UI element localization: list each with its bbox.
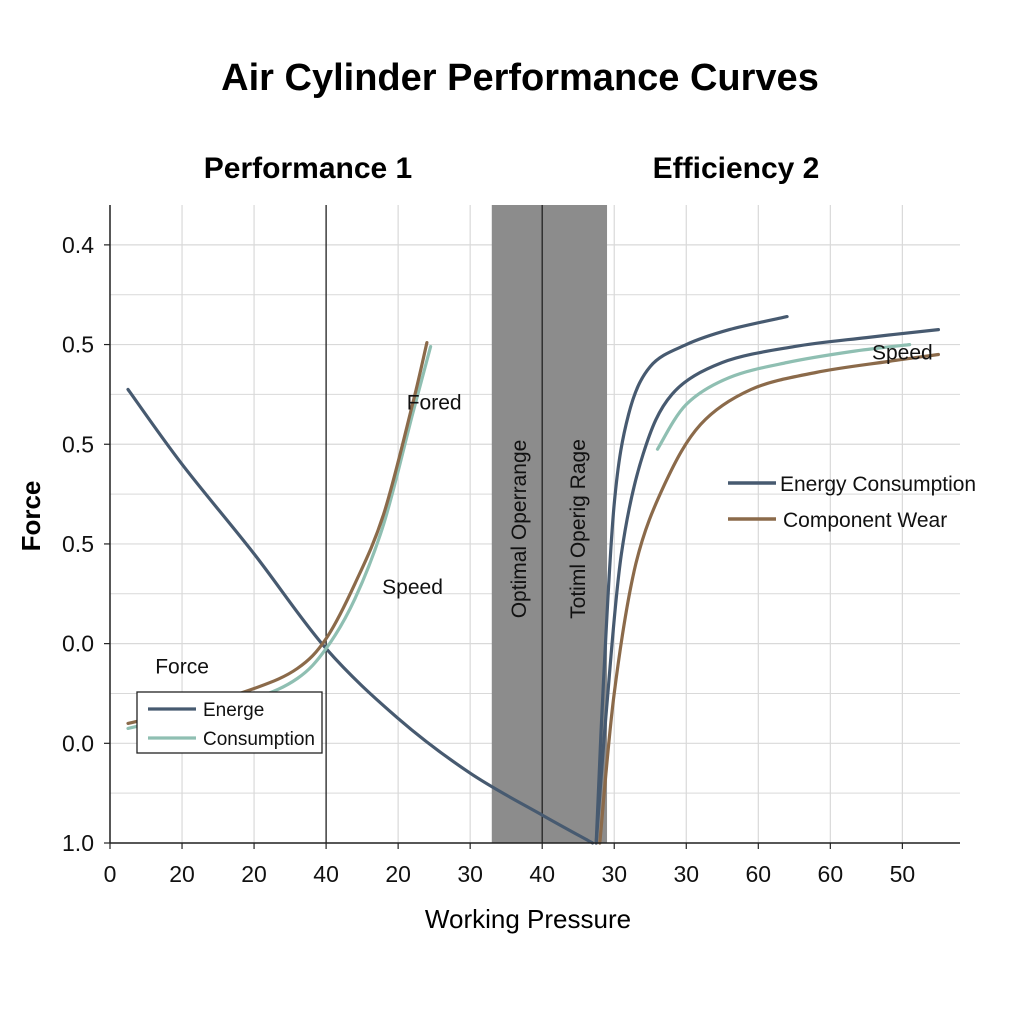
band-rect	[491, 205, 608, 843]
x-tick-label: 40	[313, 861, 339, 887]
legend-box	[136, 691, 323, 754]
x-tick-label: 20	[169, 861, 195, 887]
legend-label: Consumption	[203, 729, 315, 750]
axes	[109, 205, 960, 844]
legend-middle-right: Energy Consumption Component Wear	[728, 473, 976, 532]
legend-bottom-left: Energe Consumption	[136, 691, 323, 754]
annotations: Fored Speed Force Speed	[155, 342, 933, 679]
x-tick-label: 30	[673, 861, 699, 887]
annotation-label: Speed	[872, 342, 933, 365]
series-line-6	[598, 352, 940, 845]
legend-label: Energy Consumption	[780, 473, 976, 496]
x-ticks: 0 20 20 40 20 30 40 30 30 60 60 50	[104, 843, 916, 887]
series-line-4	[594, 328, 940, 845]
x-tick-label: 30	[457, 861, 483, 887]
series-line-0	[126, 387, 595, 845]
x-tick-label: 50	[890, 861, 916, 887]
x-tick-label: 0	[104, 861, 117, 887]
x-tick-label: 30	[601, 861, 627, 887]
y-tick-label: 1.0	[62, 830, 94, 856]
series-line-3	[594, 315, 789, 845]
y-tick-label: 0.0	[62, 631, 94, 657]
series-line-5	[655, 343, 912, 451]
y-ticks: 0.4 0.5 0.5 0.5 0.0 0.0 1.0	[62, 232, 110, 856]
y-tick-label: 0.4	[62, 232, 94, 258]
band-label: Optimal Operrange	[508, 440, 531, 619]
x-axis-label: Working Pressure	[425, 904, 631, 934]
reference-lines	[325, 205, 543, 843]
x-tick-label: 20	[385, 861, 411, 887]
legend-label: Energe	[203, 700, 264, 721]
annotation-label: Force	[155, 656, 209, 679]
y-axis-label: Force	[16, 481, 46, 552]
x-tick-label: 60	[818, 861, 844, 887]
band-label: Totiml Operig Rage	[567, 439, 590, 619]
x-tick-label: 60	[746, 861, 772, 887]
annotation-label: Speed	[382, 576, 443, 599]
legend-label: Component Wear	[783, 509, 947, 532]
y-tick-label: 0.5	[62, 332, 94, 358]
optimal-band: Optimal Operrange Totiml Operig Rage	[491, 205, 608, 843]
subtitle-right: Efficiency 2	[653, 152, 820, 185]
y-tick-label: 0.0	[62, 730, 94, 756]
subtitle-left: Performance 1	[204, 152, 412, 185]
y-tick-label: 0.5	[62, 531, 94, 557]
chart-title: Air Cylinder Performance Curves	[221, 57, 819, 99]
annotation-label: Fored	[407, 391, 462, 414]
y-tick-label: 0.5	[62, 431, 94, 457]
x-tick-label: 40	[529, 861, 555, 887]
x-tick-label: 20	[241, 861, 267, 887]
